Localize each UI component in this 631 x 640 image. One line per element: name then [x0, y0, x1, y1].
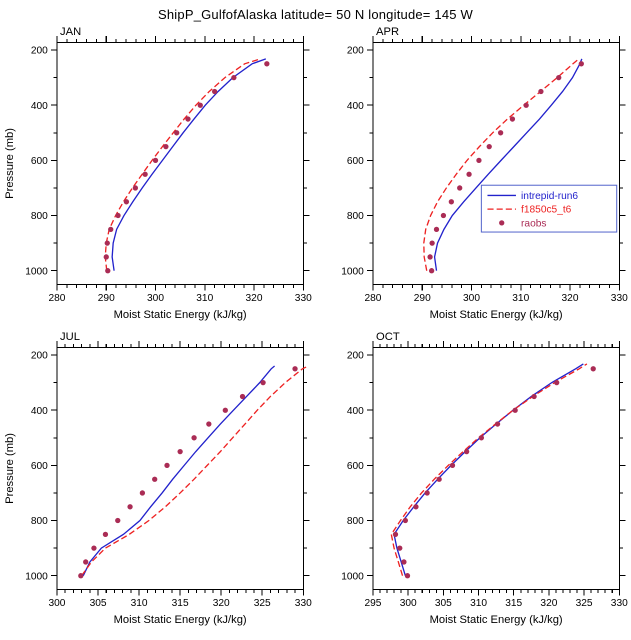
svg-text:f1850c5_t6: f1850c5_t6	[521, 205, 572, 216]
panel-oct-chart: 295 300 305 310 315 320 325 330 200 400 600 800 1000…	[341, 332, 628, 627]
svg-text:600: 600	[346, 156, 363, 167]
svg-text:Moist Static Energy (kJ/kg): Moist Static Energy (kJ/kg)	[429, 614, 562, 626]
svg-text:600: 600	[346, 461, 363, 472]
svg-text:310: 310	[131, 598, 148, 609]
svg-text:300: 300	[147, 293, 164, 304]
svg-text:315: 315	[172, 598, 189, 609]
svg-text:1000: 1000	[341, 266, 364, 277]
panel-apr-chart: 280 290 300 310 320 330 200 400 600 800 1000 APR Moi…	[341, 26, 628, 321]
svg-text:intrepid-run6: intrepid-run6	[521, 191, 578, 202]
svg-text:305: 305	[434, 598, 451, 609]
figure-title: ShipP_GulfofAlaska latitude= 50 N longit…	[158, 7, 473, 22]
svg-text:200: 200	[31, 46, 48, 57]
svg-text:295: 295	[364, 598, 381, 609]
svg-text:JUL: JUL	[60, 332, 80, 344]
panel-jan-chart: 280 290 300 310 320 330 200 400 600 800 1000 JAN Moi…	[4, 26, 312, 321]
svg-text:600: 600	[31, 156, 48, 167]
svg-text:raobs: raobs	[521, 218, 546, 229]
svg-text:400: 400	[31, 406, 48, 417]
svg-text:310: 310	[470, 598, 487, 609]
svg-text:200: 200	[31, 351, 48, 362]
svg-text:325: 325	[575, 598, 592, 609]
svg-text:315: 315	[505, 598, 522, 609]
svg-text:330: 330	[610, 293, 627, 304]
svg-text:Moist Static Energy (kJ/kg): Moist Static Energy (kJ/kg)	[114, 309, 247, 321]
svg-text:1000: 1000	[25, 572, 48, 583]
svg-text:300: 300	[399, 598, 416, 609]
svg-text:JAN: JAN	[60, 26, 81, 38]
svg-text:320: 320	[561, 293, 578, 304]
svg-text:Moist Static Energy (kJ/kg): Moist Static Energy (kJ/kg)	[429, 309, 562, 321]
svg-text:320: 320	[540, 598, 557, 609]
svg-text:300: 300	[49, 598, 66, 609]
svg-text:200: 200	[346, 46, 363, 57]
svg-text:APR: APR	[376, 26, 399, 38]
svg-text:325: 325	[254, 598, 271, 609]
svg-text:310: 310	[512, 293, 529, 304]
panel-jul-chart: 300 305 310 315 320 325 330 200 400 600 800 1000 JUL…	[4, 332, 312, 627]
svg-text:330: 330	[610, 598, 627, 609]
svg-text:290: 290	[413, 293, 430, 304]
svg-text:280: 280	[364, 293, 381, 304]
svg-text:200: 200	[346, 351, 363, 362]
svg-text:330: 330	[295, 293, 312, 304]
svg-text:290: 290	[98, 293, 115, 304]
svg-text:OCT: OCT	[376, 332, 400, 344]
svg-text:Pressure (mb): Pressure (mb)	[4, 128, 16, 199]
svg-text:1000: 1000	[25, 266, 48, 277]
svg-text:310: 310	[196, 293, 213, 304]
panel-grid: 280 290 300 310 320 330 200 400 600 800 1000 JAN Moi…	[0, 24, 631, 635]
svg-text:Pressure (mb): Pressure (mb)	[4, 433, 16, 504]
svg-text:330: 330	[295, 598, 312, 609]
svg-text:Moist Static Energy (kJ/kg): Moist Static Energy (kJ/kg)	[114, 614, 247, 626]
svg-text:300: 300	[463, 293, 480, 304]
svg-text:600: 600	[31, 461, 48, 472]
svg-text:305: 305	[90, 598, 107, 609]
svg-text:400: 400	[346, 101, 363, 112]
svg-text:1000: 1000	[341, 572, 364, 583]
svg-text:400: 400	[31, 101, 48, 112]
svg-text:800: 800	[31, 516, 48, 527]
svg-text:400: 400	[346, 406, 363, 417]
svg-text:320: 320	[246, 293, 263, 304]
svg-text:320: 320	[213, 598, 230, 609]
svg-text:280: 280	[49, 293, 66, 304]
svg-text:800: 800	[346, 516, 363, 527]
svg-text:800: 800	[346, 211, 363, 222]
svg-text:800: 800	[31, 211, 48, 222]
